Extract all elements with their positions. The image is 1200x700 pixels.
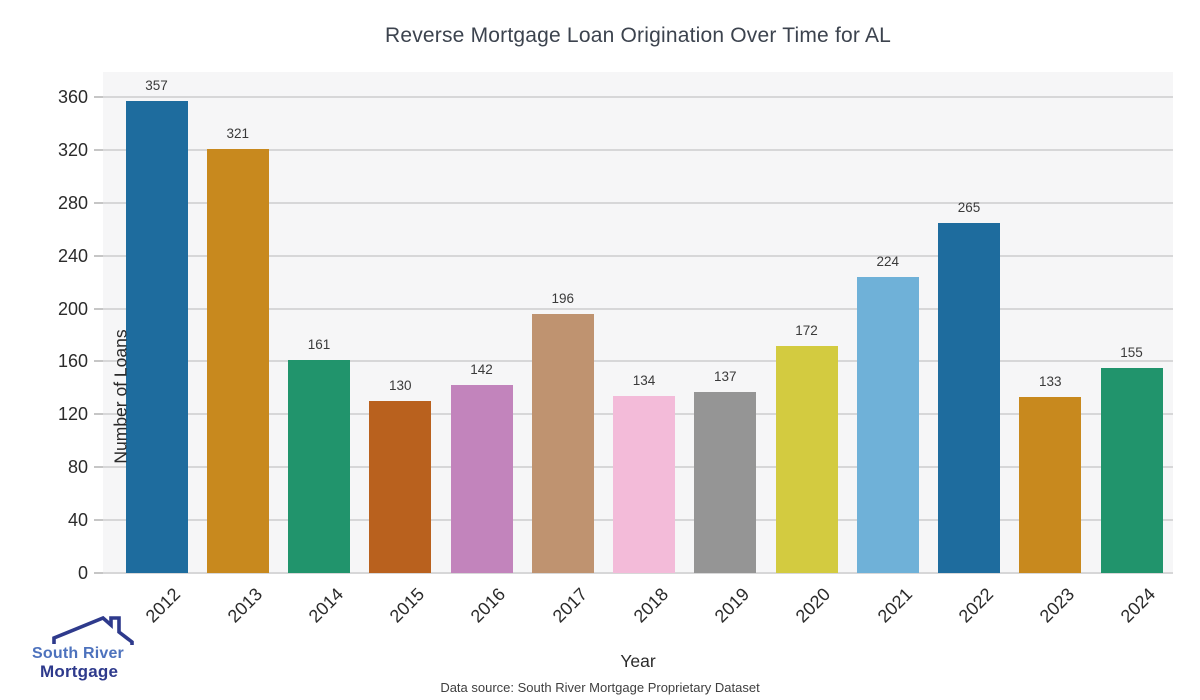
logo-text-line1: South River bbox=[32, 645, 124, 662]
bar-2016 bbox=[450, 385, 513, 573]
bar-value-label-2024: 155 bbox=[1120, 345, 1143, 361]
y-tick-label: 280 bbox=[57, 192, 88, 213]
x-tick-label-2018: 2018 bbox=[629, 584, 673, 627]
plot-area: 357 321 161 130 142 196 134 137 172 224 265 133 155 … bbox=[103, 72, 1173, 574]
y-tick-mark bbox=[94, 572, 103, 574]
bar-value-label-2022: 265 bbox=[957, 199, 981, 215]
gridline-y-0 bbox=[103, 572, 1173, 574]
y-axis-label: Number of Loans bbox=[110, 329, 131, 464]
x-tick-label-2015: 2015 bbox=[385, 584, 429, 627]
y-tick-mark bbox=[94, 307, 103, 310]
y-tick-label: 40 bbox=[67, 510, 88, 531]
bar-2023 bbox=[1019, 397, 1082, 573]
gridline-y-160 bbox=[103, 360, 1173, 363]
house-roof-icon bbox=[52, 616, 134, 645]
y-tick-label: 360 bbox=[57, 87, 88, 107]
x-tick-label-2012: 2012 bbox=[142, 584, 185, 627]
bar-2013 bbox=[206, 148, 269, 573]
x-tick-label-2013: 2013 bbox=[223, 584, 266, 627]
logo-text-line2: Mortgage bbox=[40, 662, 119, 681]
x-tick-label-2023: 2023 bbox=[1035, 584, 1079, 627]
bar-2021 bbox=[856, 276, 919, 573]
bar-2024 bbox=[1100, 368, 1163, 573]
bar-value-label-2021: 224 bbox=[876, 253, 900, 269]
y-tick-label: 200 bbox=[57, 298, 88, 319]
bar-value-label-2020: 172 bbox=[795, 322, 818, 338]
bar-value-label-2018: 134 bbox=[632, 372, 656, 388]
bar-value-label-2012: 357 bbox=[145, 77, 168, 93]
chart-title: Reverse Mortgage Loan Origination Over T… bbox=[384, 24, 892, 47]
bar-value-label-2017: 196 bbox=[551, 290, 575, 306]
bar-value-label-2014: 161 bbox=[307, 337, 331, 353]
bar-value-label-2013: 321 bbox=[226, 125, 250, 141]
y-tick-mark bbox=[94, 360, 103, 363]
y-tick-label: 160 bbox=[57, 351, 88, 372]
bar-value-label-2016: 142 bbox=[470, 362, 493, 378]
bar-2012 bbox=[125, 100, 188, 573]
y-tick-mark bbox=[94, 201, 103, 204]
x-tick-label-2020: 2020 bbox=[792, 584, 835, 627]
y-tick-label: 240 bbox=[57, 245, 88, 266]
bar-value-label-2023: 133 bbox=[1038, 374, 1062, 390]
x-tick-label-2017: 2017 bbox=[548, 584, 591, 627]
y-tick-label: 120 bbox=[57, 404, 88, 425]
y-tick-label: 0 bbox=[77, 563, 88, 583]
data-source-note: Data source: South River Mortgage Propri… bbox=[440, 680, 760, 695]
x-tick-label-2024: 2024 bbox=[1117, 584, 1160, 627]
x-tick-label-2022: 2022 bbox=[954, 584, 998, 627]
gridline-y-360 bbox=[103, 96, 1173, 98]
gridline-y-280 bbox=[103, 201, 1173, 204]
gridline-y-200 bbox=[103, 307, 1173, 310]
south-river-mortgage-logo: South River Mortgage bbox=[14, 616, 144, 682]
y-tick-mark bbox=[94, 466, 103, 469]
y-tick-mark bbox=[94, 148, 103, 151]
bar-2020 bbox=[775, 345, 838, 573]
bar-2022 bbox=[938, 222, 1000, 573]
bar-2017 bbox=[531, 313, 594, 573]
y-tick-label: 320 bbox=[57, 139, 88, 160]
bar-2014 bbox=[288, 360, 350, 573]
bar-value-label-2015: 130 bbox=[388, 378, 412, 394]
gridline-y-240 bbox=[103, 254, 1173, 257]
y-tick-mark bbox=[94, 413, 103, 416]
y-tick-label: 80 bbox=[67, 457, 88, 478]
bar-value-label-2019: 137 bbox=[713, 368, 737, 384]
x-tick-label-2016: 2016 bbox=[467, 584, 510, 627]
gridline-y-320 bbox=[103, 148, 1173, 151]
bar-2015 bbox=[369, 401, 432, 573]
x-axis-label: Year bbox=[620, 651, 656, 671]
y-tick-mark bbox=[94, 96, 103, 98]
x-tick-label-2014: 2014 bbox=[304, 584, 348, 627]
x-tick-label-2021: 2021 bbox=[873, 584, 916, 627]
bar-2018 bbox=[613, 395, 675, 573]
y-tick-mark bbox=[94, 254, 103, 257]
bar-2019 bbox=[694, 391, 757, 573]
y-tick-mark bbox=[94, 519, 103, 522]
x-tick-label-2019: 2019 bbox=[710, 584, 754, 627]
